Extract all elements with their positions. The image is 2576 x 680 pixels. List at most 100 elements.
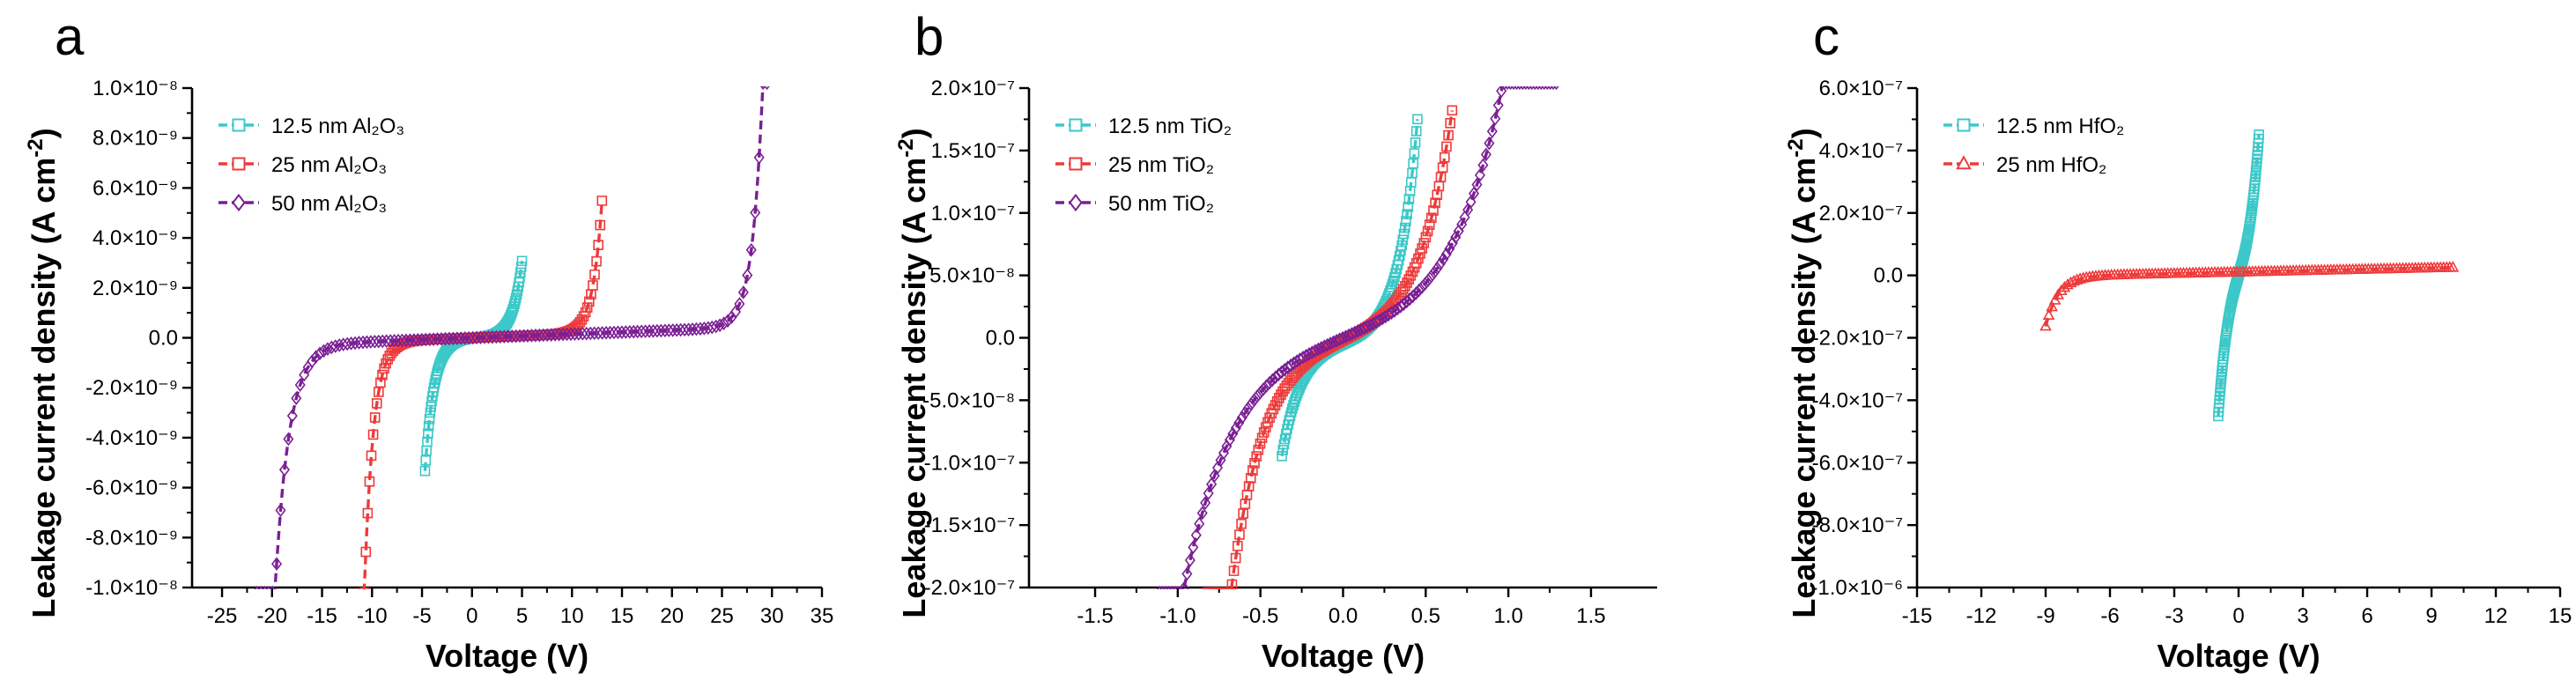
x-tick-label: -20	[256, 604, 287, 628]
data-point	[314, 346, 326, 361]
data-point	[1263, 375, 1275, 390]
plot-area	[2039, 129, 2460, 422]
x-tick-label: -3	[2165, 604, 2183, 628]
data-point	[593, 326, 604, 340]
data-point	[423, 428, 433, 440]
data-point	[1285, 407, 1297, 418]
data-point	[1426, 212, 1437, 224]
data-point	[1400, 281, 1410, 292]
data-point	[1386, 282, 1397, 292]
data-point	[483, 329, 494, 344]
data-point	[1242, 401, 1254, 416]
data-point	[1261, 422, 1271, 432]
data-point	[655, 323, 667, 338]
y-tick-label: -8.0×10⁻⁹	[85, 526, 178, 550]
data-point	[1413, 283, 1425, 298]
data-point	[753, 150, 765, 165]
data-point	[1444, 241, 1455, 256]
data-point	[1252, 389, 1263, 403]
data-point	[1447, 105, 1458, 116]
data-point	[426, 395, 437, 407]
data-point	[718, 316, 729, 330]
data-point	[595, 219, 606, 231]
data-point	[1210, 587, 1220, 589]
data-point	[275, 503, 286, 518]
data-point	[357, 335, 368, 350]
data-point	[745, 242, 757, 257]
data-point	[710, 319, 722, 334]
data-point	[1206, 587, 1217, 589]
data-point	[1404, 292, 1416, 307]
data-point	[1432, 261, 1443, 276]
y-tick-label: -2.0×10⁻⁷	[1812, 327, 1903, 351]
data-point	[2042, 308, 2055, 321]
data-point	[1240, 406, 1251, 420]
data-point	[1490, 111, 1501, 126]
data-point	[576, 314, 588, 325]
data-point	[1238, 508, 1249, 519]
series-12.5-nm-Al2O3	[419, 255, 528, 477]
data-point	[628, 324, 640, 339]
x-tick-label: 1.5	[1576, 604, 1605, 628]
y-tick-label: -5.0×10⁻⁸	[922, 388, 1015, 412]
data-point	[443, 331, 455, 346]
data-point	[1543, 86, 1551, 91]
data-point	[1196, 506, 1208, 521]
data-point	[683, 322, 694, 336]
data-point	[1253, 444, 1264, 455]
data-point	[515, 262, 527, 272]
data-point	[632, 324, 643, 339]
data-point	[389, 334, 400, 348]
legend: 12.5 nm TiO₂ 25 nm TiO₂ 50 nm TiO₂	[1055, 115, 1232, 216]
data-point	[1291, 390, 1302, 402]
data-point	[342, 336, 353, 351]
data-point	[515, 267, 526, 278]
series-25-nm-TiO2	[1202, 105, 1458, 589]
x-tick-label: 0	[466, 604, 477, 628]
data-point	[671, 322, 683, 337]
legend: 12.5 nm Al₂O₃ 25 nm Al₂O₃ 50 nm Al₂O₃	[218, 115, 404, 216]
data-point	[1419, 277, 1431, 292]
data-point	[294, 378, 306, 392]
data-point	[1296, 378, 1307, 388]
data-point	[759, 86, 766, 91]
data-point	[1410, 286, 1422, 300]
series-50-nm-TiO2	[1157, 86, 1559, 589]
data-point	[1403, 202, 1414, 212]
data-point	[1434, 256, 1446, 271]
data-point	[471, 330, 483, 345]
data-point	[1230, 421, 1241, 435]
data-point	[1261, 379, 1272, 394]
x-tick-label: -6	[2100, 604, 2119, 628]
panel-label: a	[55, 7, 85, 66]
data-point	[2054, 284, 2068, 296]
legend-item: 12.5 nm Al₂O₃	[218, 115, 404, 138]
data-point	[362, 507, 374, 519]
data-point	[419, 465, 431, 477]
legend-label: 25 nm Al₂O₃	[271, 153, 387, 177]
data-point	[1399, 222, 1410, 233]
data-point	[467, 330, 478, 345]
data-point	[2046, 299, 2058, 312]
data-point	[1388, 275, 1399, 286]
data-point	[1251, 451, 1262, 462]
x-tick-label: 15	[2549, 604, 2572, 628]
data-point	[1234, 529, 1245, 540]
y-tick-label: -4.0×10⁻⁹	[85, 426, 178, 450]
data-point	[1287, 403, 1298, 414]
y-tick-label: 8.0×10⁻⁹	[93, 127, 178, 151]
x-tick-label: -9	[2036, 604, 2054, 628]
x-tick-label: 1.0	[1493, 604, 1522, 628]
data-point	[1437, 162, 1448, 174]
data-point	[679, 322, 691, 337]
data-point	[504, 313, 514, 324]
legend-marker	[1069, 118, 1083, 132]
data-point	[1440, 247, 1452, 262]
data-point	[360, 546, 372, 558]
x-tick-label: 6	[2361, 604, 2372, 628]
data-point	[371, 398, 382, 409]
panel-label: b	[914, 7, 944, 66]
data-point	[585, 326, 596, 341]
data-point	[1417, 280, 1428, 294]
series-line	[2044, 266, 2454, 328]
